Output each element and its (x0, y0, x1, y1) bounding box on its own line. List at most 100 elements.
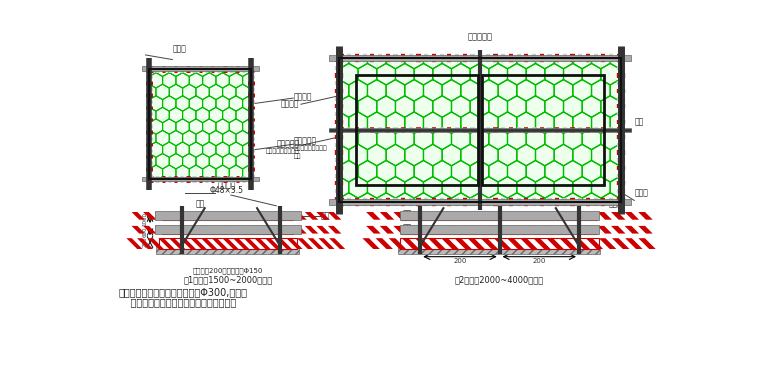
Polygon shape (178, 212, 192, 220)
Bar (154, 211, 301, 220)
Text: （1）边长1500~2000的洞口: （1）边长1500~2000的洞口 (183, 275, 272, 284)
Bar (356, 75, 479, 185)
Polygon shape (244, 238, 260, 249)
Text: 下设搁置栏: 下设搁置栏 (467, 32, 492, 41)
Polygon shape (131, 226, 145, 234)
Polygon shape (420, 212, 435, 220)
Bar (141, 177, 258, 181)
Text: 启遮墙板扎丝扣地施: 启遮墙板扎丝扣地施 (266, 149, 299, 154)
Text: 600: 600 (143, 227, 147, 237)
Bar (400, 225, 599, 234)
Polygon shape (212, 212, 226, 220)
Polygon shape (366, 226, 381, 234)
Bar (401, 226, 597, 234)
Text: 安全平网: 安全平网 (281, 100, 299, 109)
Bar (159, 238, 297, 249)
Polygon shape (287, 238, 302, 249)
Polygon shape (556, 226, 571, 234)
Polygon shape (494, 238, 511, 249)
Bar (340, 58, 620, 202)
Polygon shape (305, 212, 318, 220)
Polygon shape (178, 226, 192, 234)
Text: 横杆: 横杆 (195, 199, 204, 208)
Polygon shape (546, 238, 564, 249)
Text: 桩杆位: 桩杆位 (635, 188, 648, 197)
Polygon shape (454, 238, 472, 249)
Polygon shape (316, 212, 330, 220)
Polygon shape (201, 212, 214, 220)
Text: 脚部板宽200，红白杆宽Φ150: 脚部板宽200，红白杆宽Φ150 (192, 268, 263, 274)
Polygon shape (297, 238, 313, 249)
Bar (157, 246, 299, 254)
Polygon shape (247, 226, 261, 234)
Polygon shape (597, 226, 612, 234)
Polygon shape (530, 226, 544, 234)
Polygon shape (158, 238, 175, 249)
Bar (328, 128, 632, 132)
Bar (482, 75, 603, 185)
Polygon shape (625, 238, 642, 249)
Text: 横杆: 横杆 (635, 118, 644, 127)
Polygon shape (270, 212, 283, 220)
Polygon shape (489, 212, 503, 220)
Polygon shape (212, 226, 226, 234)
Polygon shape (543, 212, 558, 220)
Polygon shape (530, 212, 544, 220)
Bar (400, 238, 599, 249)
Polygon shape (420, 226, 435, 234)
Polygon shape (375, 238, 393, 249)
Polygon shape (394, 226, 408, 234)
Text: 桩杆位: 桩杆位 (173, 45, 186, 53)
Polygon shape (559, 238, 577, 249)
Polygon shape (570, 212, 584, 220)
Bar (398, 246, 600, 254)
Bar (328, 55, 632, 61)
Bar (163, 212, 293, 220)
Polygon shape (380, 226, 394, 234)
Polygon shape (388, 238, 406, 249)
Polygon shape (434, 212, 448, 220)
Polygon shape (308, 238, 324, 249)
Text: 杆上: 杆上 (294, 153, 302, 159)
Polygon shape (293, 212, 307, 220)
Text: 1000: 1000 (143, 212, 147, 226)
Polygon shape (137, 238, 154, 249)
Polygon shape (166, 226, 179, 234)
Polygon shape (233, 238, 249, 249)
Bar (149, 69, 251, 179)
Bar (340, 58, 620, 202)
Polygon shape (507, 238, 524, 249)
Polygon shape (126, 238, 142, 249)
Text: 立面除用踢脚板外也可以用密目网围挡。: 立面除用踢脚板外也可以用密目网围挡。 (119, 297, 236, 307)
Polygon shape (586, 238, 603, 249)
Polygon shape (611, 226, 625, 234)
Text: 200: 200 (533, 258, 546, 264)
Polygon shape (282, 212, 295, 220)
Polygon shape (316, 226, 330, 234)
Polygon shape (584, 212, 598, 220)
Polygon shape (212, 238, 228, 249)
Polygon shape (366, 212, 381, 220)
Polygon shape (570, 226, 584, 234)
Polygon shape (328, 226, 341, 234)
Text: 安全门边锁: 安全门边锁 (277, 139, 299, 148)
Polygon shape (638, 238, 656, 249)
Polygon shape (293, 226, 307, 234)
Polygon shape (363, 238, 380, 249)
Polygon shape (154, 226, 168, 234)
Text: Φ48×3.5: Φ48×3.5 (210, 186, 244, 195)
Polygon shape (189, 226, 203, 234)
Text: 安全平网: 安全平网 (294, 92, 312, 101)
Polygon shape (442, 238, 458, 249)
Polygon shape (612, 238, 629, 249)
Polygon shape (489, 226, 503, 234)
Polygon shape (329, 238, 345, 249)
Polygon shape (625, 226, 639, 234)
Polygon shape (573, 238, 590, 249)
Bar (149, 69, 251, 179)
Polygon shape (223, 238, 239, 249)
Polygon shape (179, 238, 196, 249)
Polygon shape (502, 212, 517, 220)
Polygon shape (154, 212, 168, 220)
Polygon shape (328, 212, 341, 220)
